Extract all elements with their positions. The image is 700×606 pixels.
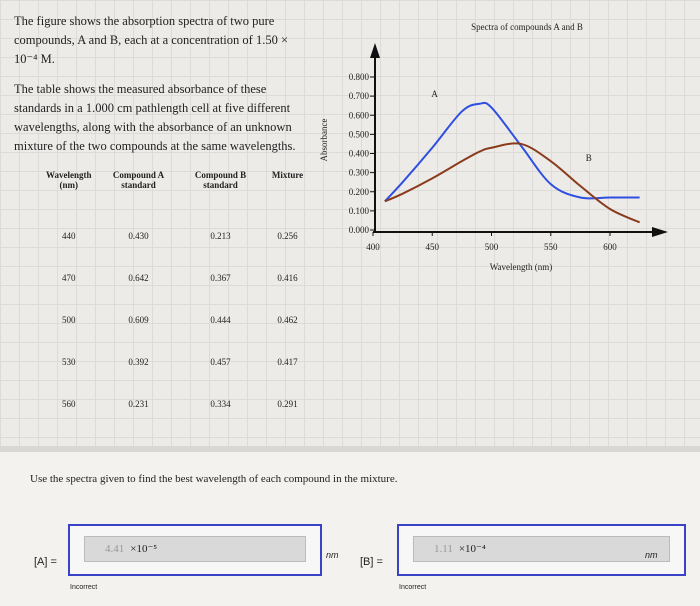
column-header: Compound A standard — [112, 170, 165, 190]
answer-status: Incorrect — [399, 584, 427, 591]
y-tick-label: 0.500 — [349, 129, 370, 139]
table-cell: 0.642 — [128, 273, 149, 283]
table-row: 470 0.642 0.367 0.416 — [40, 257, 314, 299]
answer-exponent: ×10⁻⁵ — [130, 543, 158, 555]
table-cell: 440 — [62, 231, 76, 241]
intro-text: The table shows the measured absorbance … — [14, 82, 296, 153]
table-cell: 0.444 — [210, 315, 231, 325]
y-tick-label: 0.600 — [349, 110, 370, 120]
table-cell: 0.416 — [277, 273, 298, 283]
table-cell: 560 — [62, 399, 76, 409]
x-axis-label: Wavelength (nm) — [490, 262, 553, 272]
table-cell: 0.256 — [277, 231, 298, 241]
answer-input[interactable]: 4.41 ×10⁻⁵ — [84, 536, 306, 562]
table-cell: 0.609 — [128, 315, 149, 325]
series-label: B — [586, 153, 592, 163]
table-cell: 0.231 — [128, 399, 149, 409]
x-tick-label: 550 — [544, 242, 558, 252]
spectra-chart: Spectra of compounds A and B Absorbance … — [319, 22, 668, 272]
answer-value: 4.41 — [105, 543, 125, 555]
answer-unit: nm — [326, 550, 339, 560]
y-tick-label: 0.400 — [349, 149, 370, 159]
answer-box: 4.41 ×10⁻⁵ — [68, 524, 322, 576]
table-cell: 0.430 — [128, 231, 149, 241]
y-axis-label: Absorbance — [319, 119, 329, 162]
table-row: 530 0.392 0.457 0.417 — [40, 341, 314, 383]
series-label: A — [431, 89, 438, 99]
spectrum-line — [384, 101, 640, 202]
y-tick-label: 0.300 — [349, 168, 370, 178]
y-tick-label: 0.200 — [349, 187, 370, 197]
answer-panel: Use the spectra given to find the best w… — [0, 452, 700, 606]
answer-label: [B] = — [360, 556, 383, 568]
x-tick-label: 400 — [366, 242, 380, 252]
answer-input[interactable]: 1.11 ×10⁻⁴ — [413, 536, 670, 562]
problem-panel: The figure shows the absorption spectra … — [0, 0, 700, 446]
table-row: 500 0.609 0.444 0.462 — [40, 299, 314, 341]
intro-text: The figure shows the absorption spectra … — [14, 14, 288, 66]
table-row: 440 0.430 0.213 0.256 — [40, 215, 314, 257]
answer-exponent: ×10⁻⁴ — [458, 543, 486, 555]
table-cell: 470 — [62, 273, 76, 283]
table-row: 560 0.231 0.334 0.291 — [40, 383, 314, 425]
table-cell: 0.417 — [277, 357, 298, 367]
table-cell: 0.213 — [210, 231, 231, 241]
table-cell: 0.457 — [210, 357, 231, 367]
table-cell: 0.462 — [277, 315, 298, 325]
chart-title: Spectra of compounds A and B — [471, 22, 583, 32]
spectrum-line — [384, 142, 641, 224]
table-cell: 0.291 — [277, 399, 298, 409]
column-header: Mixture — [271, 170, 304, 180]
answer-unit: nm — [645, 550, 658, 560]
answer-status: Incorrect — [70, 584, 98, 591]
table-cell: 0.367 — [210, 273, 231, 283]
table-cell: 0.334 — [210, 399, 231, 409]
x-tick-label: 450 — [426, 242, 440, 252]
x-tick-label: 500 — [485, 242, 499, 252]
table-cell: 0.392 — [128, 357, 149, 367]
answer-value: 1.11 — [434, 543, 453, 555]
prompt: Use the spectra given to find the best w… — [30, 473, 398, 485]
answer-label: [A] = — [34, 556, 57, 568]
column-header: Compound B standard — [194, 170, 247, 190]
y-tick-label: 0.100 — [349, 206, 370, 216]
column-header: Wavelength (nm) — [46, 170, 92, 190]
answer-box: 1.11 ×10⁻⁴ — [397, 524, 686, 576]
axis-arrow — [370, 43, 380, 58]
y-tick-label: 0.800 — [349, 72, 370, 82]
absorbance-table: Wavelength (nm) Compound A standard Compou… — [40, 170, 314, 425]
y-tick-label: 0.700 — [349, 91, 370, 101]
table-cell: 500 — [62, 315, 76, 325]
table-cell: 530 — [62, 357, 76, 367]
x-tick-label: 600 — [603, 242, 617, 252]
axis-arrow — [652, 227, 668, 237]
y-tick-label: 0.000 — [349, 225, 370, 235]
